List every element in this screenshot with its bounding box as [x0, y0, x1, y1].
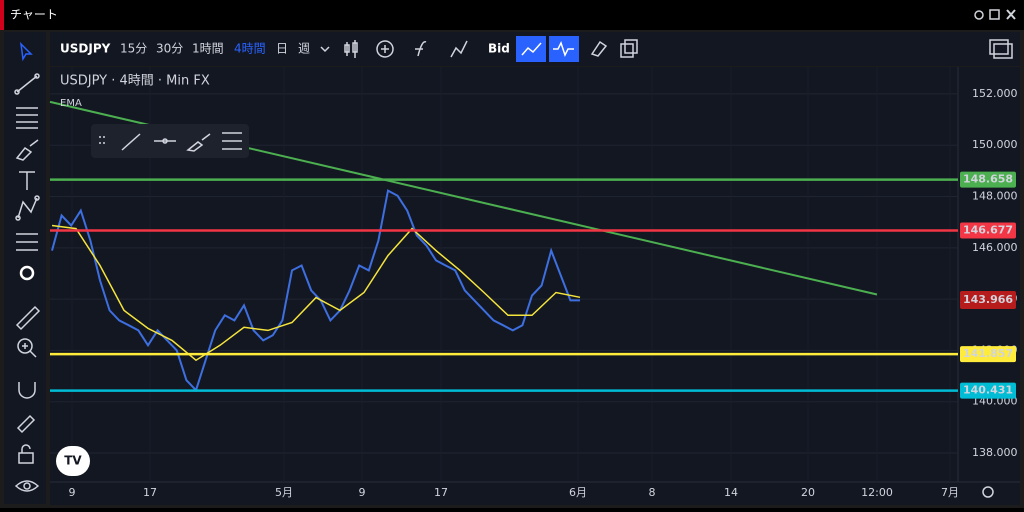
x-tick-label: 9 [359, 486, 366, 499]
logo[interactable] [56, 446, 90, 476]
interval-active[interactable]: 4時間 [234, 42, 266, 56]
title-bar [0, 0, 1024, 30]
legend-title: USDJPY · 4時間 · Min FX [60, 74, 210, 89]
price-line [51, 189, 580, 393]
current-price-label: 143.966 [963, 293, 1013, 306]
current-price-bg [960, 290, 1016, 309]
y-tick-label: 148.000 [972, 190, 1018, 203]
toolbar-icons[interactable] [320, 36, 1013, 62]
x-tick-label: 6月 [569, 486, 587, 499]
level-label: 140.431 [963, 384, 1013, 397]
indicator-label: EMA [60, 98, 82, 109]
x-tick-label: 5月 [275, 486, 293, 499]
interval[interactable]: 週 [298, 42, 310, 56]
floating-tools[interactable] [99, 132, 242, 152]
x-tick-label: 8 [649, 486, 656, 499]
x-tick-label: 20 [801, 486, 815, 499]
x-tick-label: 14 [724, 486, 738, 499]
level-label-bg [960, 222, 1016, 239]
level-label: 148.658 [963, 173, 1013, 186]
x-tick-label: 7月 [941, 486, 959, 499]
price-type[interactable]: Bid [488, 42, 510, 56]
level-label: 141.857 [963, 347, 1013, 360]
y-tick-label: 152.000 [972, 87, 1018, 100]
logo-mark: TV [64, 454, 82, 468]
settings[interactable] [982, 486, 994, 498]
interval[interactable]: 日 [276, 42, 288, 56]
x-tick-label: 17 [434, 486, 448, 499]
level-label-bg [960, 171, 1016, 188]
y-tick-label: 146.000 [972, 241, 1018, 254]
level-label-bg [960, 382, 1016, 399]
interval[interactable]: 30分 [156, 42, 183, 56]
symbol[interactable]: USDJPY [60, 42, 111, 56]
level-label-bg [960, 346, 1016, 363]
level-label: 146.677 [963, 223, 1013, 236]
x-tick-label: 17 [143, 486, 157, 499]
ema-line [51, 224, 581, 362]
window-title: チャート [10, 8, 58, 22]
interval[interactable]: 1時間 [192, 42, 224, 56]
x-tick-label: 9 [69, 486, 76, 499]
interval[interactable]: 15分 [120, 42, 147, 56]
drawing-tools[interactable] [14, 41, 41, 492]
x-tick-label: 12:00 [861, 486, 893, 499]
y-tick-label: 138.000 [972, 446, 1018, 459]
title-accent [0, 0, 4, 30]
window-controls[interactable] [974, 9, 1016, 20]
y-tick-label: 150.000 [972, 138, 1018, 151]
